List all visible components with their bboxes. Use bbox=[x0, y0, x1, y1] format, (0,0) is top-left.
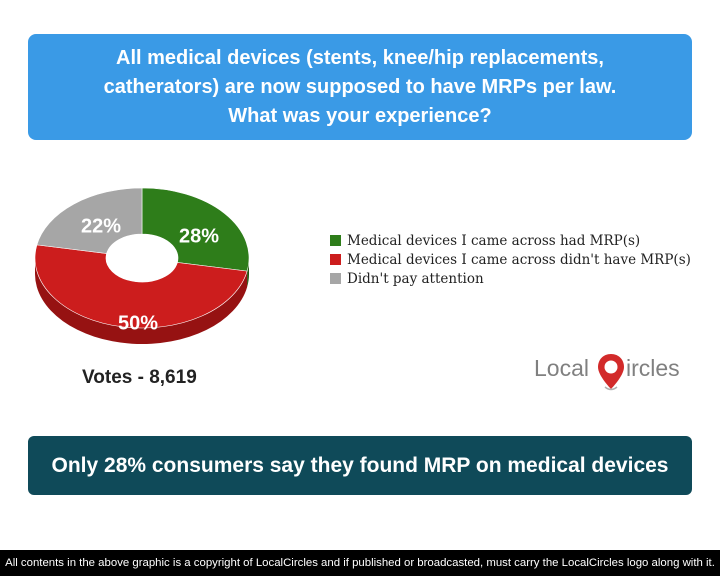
votes-count: Votes - 8,619 bbox=[82, 367, 197, 388]
legend-label-no-attention: Didn't pay attention bbox=[347, 270, 484, 287]
legend-label-no-mrp: Medical devices I came across didn't hav… bbox=[347, 251, 691, 268]
question-line-3: What was your experience? bbox=[228, 105, 492, 127]
question-line-2: catherators) are now supposed to have MR… bbox=[103, 76, 617, 98]
legend-swatch-no-mrp bbox=[330, 254, 341, 265]
slice-side-1 bbox=[34, 258, 248, 345]
donut-hole bbox=[106, 234, 178, 282]
slice-label-2: 22% bbox=[81, 215, 121, 237]
chart-legend: Medical devices I came across had MRP(s)… bbox=[330, 231, 691, 288]
legend-item-had-mrp: Medical devices I came across had MRP(s) bbox=[330, 231, 691, 250]
localcircles-logo: Local ircles bbox=[534, 350, 694, 394]
summary-text: Only 28% consumers say they found MRP on… bbox=[51, 453, 669, 477]
logo-text-local: Local bbox=[534, 355, 589, 381]
copyright-text: All contents in the above graphic is a c… bbox=[5, 557, 715, 569]
legend-swatch-no-attention bbox=[330, 273, 341, 284]
question-banner: All medical devices (stents, knee/hip re… bbox=[28, 34, 692, 140]
legend-item-no-attention: Didn't pay attention bbox=[330, 269, 691, 288]
legend-label-had-mrp: Medical devices I came across had MRP(s) bbox=[347, 232, 641, 249]
legend-item-no-mrp: Medical devices I came across didn't hav… bbox=[330, 250, 691, 269]
location-pin-icon bbox=[598, 354, 624, 391]
copyright-footer: All contents in the above graphic is a c… bbox=[0, 550, 720, 576]
slice-label-0: 28% bbox=[179, 225, 219, 247]
question-line-1: All medical devices (stents, knee/hip re… bbox=[116, 47, 604, 69]
summary-banner: Only 28% consumers say they found MRP on… bbox=[28, 436, 692, 495]
legend-swatch-had-mrp bbox=[330, 235, 341, 246]
slice-label-1: 50% bbox=[118, 312, 158, 334]
logo-text-circles: ircles bbox=[626, 355, 680, 381]
